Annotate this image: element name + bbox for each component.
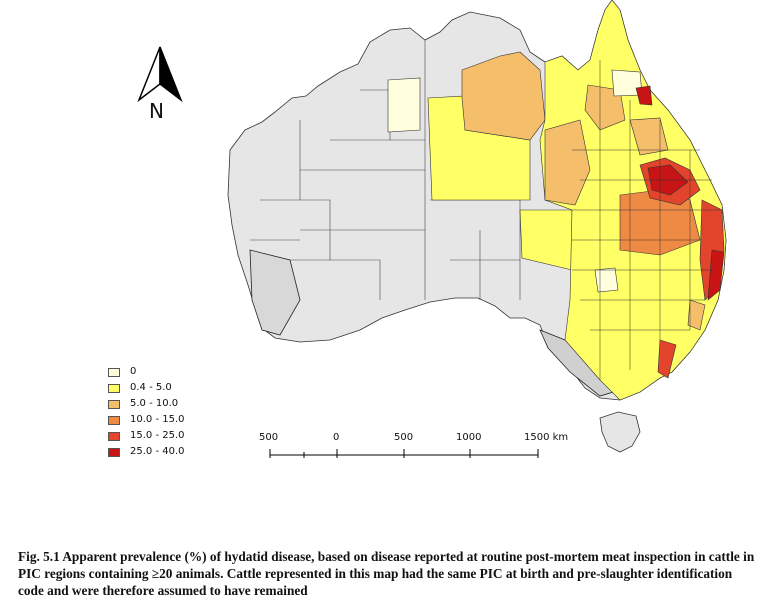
- legend-label: 15.0 - 25.0: [130, 430, 185, 441]
- region-nsw-zero: [594, 267, 619, 293]
- legend-swatch: [108, 415, 120, 425]
- scale-label: 500: [259, 432, 279, 443]
- scale-label: 1000: [456, 432, 482, 443]
- tasmania: [599, 411, 641, 453]
- scale-bar: [269, 449, 539, 458]
- east-region-boundaries: [572, 60, 720, 380]
- legend-label: 10.0 - 15.0: [130, 414, 185, 425]
- region-nt-orange: [461, 51, 546, 141]
- legend-swatch: [108, 367, 120, 377]
- legend-item: 25.0 - 40.0: [108, 444, 185, 460]
- legend-label: 5.0 - 10.0: [130, 398, 179, 409]
- region-nt-zero: [387, 77, 421, 133]
- legend-item: 5.0 - 10.0: [108, 396, 185, 412]
- scale-label: 0: [333, 432, 340, 443]
- region-nsw-orange: [687, 299, 706, 331]
- legend-label: 25.0 - 40.0: [130, 446, 185, 457]
- legend-swatch: [108, 447, 120, 457]
- region-qld-darkred-north: [635, 85, 653, 106]
- legend-item: 0: [108, 364, 185, 380]
- legend-item: 15.0 - 25.0: [108, 428, 185, 444]
- legend-item: 10.0 - 15.0: [108, 412, 185, 428]
- north-label: N: [149, 99, 164, 123]
- region-boundaries: [250, 40, 521, 300]
- scale-label: 1500 km: [524, 432, 569, 443]
- figure-caption: Fig. 5.1 Apparent prevalence (%) of hyda…: [18, 549, 755, 598]
- region-south-coast-red: [657, 339, 677, 379]
- legend-swatch: [108, 431, 120, 441]
- region-coast-darkred: [707, 249, 725, 301]
- southwest-dense-regions: [249, 249, 301, 336]
- legend-swatch: [108, 383, 120, 393]
- legend-swatch: [108, 399, 120, 409]
- scale-label: 500: [394, 432, 414, 443]
- legend: 0 0.4 - 5.0 5.0 - 10.0 10.0 - 15.0 15.0 …: [108, 364, 185, 460]
- north-arrow-icon: [137, 46, 183, 103]
- legend-item: 0.4 - 5.0: [108, 380, 185, 396]
- region-qld-orange-west: [544, 119, 591, 206]
- legend-label: 0: [130, 366, 137, 377]
- legend-label: 0.4 - 5.0: [130, 382, 172, 393]
